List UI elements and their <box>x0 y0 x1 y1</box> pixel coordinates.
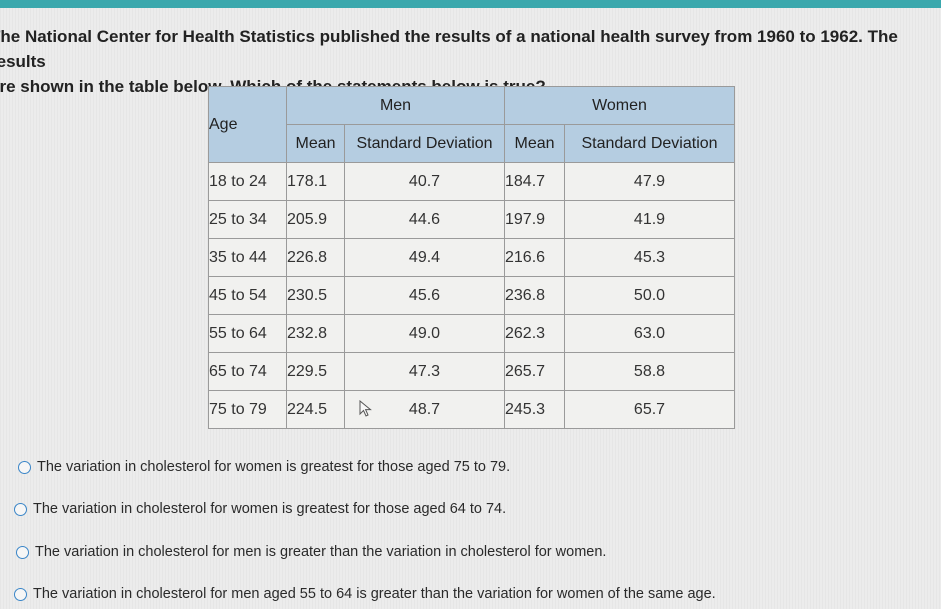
women-mean-cell: 184.7 <box>504 162 565 201</box>
answer-option-3[interactable]: The variation in cholesterol for men is … <box>16 544 606 560</box>
men-mean-cell: 232.8 <box>286 314 345 353</box>
women-mean-cell: 216.6 <box>504 238 565 277</box>
men-sd-cell: 47.3 <box>344 352 505 391</box>
women-sd-header: Standard Deviation <box>564 124 735 163</box>
radio-button[interactable] <box>14 502 27 516</box>
age-cell: 45 to 54 <box>208 276 287 315</box>
answer-option-4[interactable]: The variation in cholesterol for men age… <box>14 586 716 602</box>
age-cell: 65 to 74 <box>208 352 287 391</box>
age-cell: 35 to 44 <box>208 238 287 277</box>
men-mean-cell: 230.5 <box>286 276 345 315</box>
women-sd-cell: 47.9 <box>564 162 735 201</box>
table-row: 35 to 44 226.8 49.4 216.6 45.3 <box>208 238 735 277</box>
answer-option-2[interactable]: The variation in cholesterol for women i… <box>14 501 506 517</box>
option-text: The variation in cholesterol for men is … <box>35 544 607 560</box>
age-cell: 18 to 24 <box>208 162 287 201</box>
men-mean-header: Mean <box>286 124 345 163</box>
option-text: The variation in cholesterol for men age… <box>33 586 716 602</box>
men-sd-cell: 44.6 <box>344 200 505 239</box>
table-row: 25 to 34 205.9 44.6 197.9 41.9 <box>208 200 735 239</box>
table-row: 18 to 24 178.1 40.7 184.7 47.9 <box>208 162 735 201</box>
women-sd-cell: 65.7 <box>564 390 735 429</box>
men-mean-cell: 178.1 <box>286 162 345 201</box>
radio-button[interactable] <box>14 587 27 601</box>
women-sd-cell: 50.0 <box>564 276 735 315</box>
table-row: 65 to 74 229.5 47.3 265.7 58.8 <box>208 352 735 391</box>
table-row: 75 to 79 224.5 48.7 245.3 65.7 <box>208 390 735 429</box>
women-mean-header: Mean <box>504 124 565 163</box>
men-sd-cell: 40.7 <box>344 162 505 201</box>
women-mean-cell: 236.8 <box>504 276 565 315</box>
men-sd-cell: 49.0 <box>344 314 505 353</box>
women-mean-cell: 245.3 <box>504 390 565 429</box>
radio-button[interactable] <box>16 545 29 559</box>
question-line-1: The National Center for Health Statistic… <box>0 27 898 71</box>
option-text: The variation in cholesterol for women i… <box>37 459 511 475</box>
age-cell: 55 to 64 <box>208 314 287 353</box>
women-sd-cell: 58.8 <box>564 352 735 391</box>
men-sd-header: Standard Deviation <box>344 124 505 163</box>
men-header: Men <box>286 86 505 125</box>
age-header: Age <box>208 86 287 163</box>
men-sd-cell: 45.6 <box>344 276 505 315</box>
men-mean-cell: 205.9 <box>286 200 345 239</box>
mouse-pointer-icon <box>359 400 372 417</box>
women-sd-cell: 41.9 <box>564 200 735 239</box>
age-cell: 25 to 34 <box>208 200 287 239</box>
women-mean-cell: 265.7 <box>504 352 565 391</box>
top-accent-bar <box>0 0 941 8</box>
women-sd-cell: 45.3 <box>564 238 735 277</box>
table-row: 55 to 64 232.8 49.0 262.3 63.0 <box>208 314 735 353</box>
men-sd-cell: 49.4 <box>344 238 505 277</box>
radio-button[interactable] <box>18 460 31 474</box>
option-text: The variation in cholesterol for women i… <box>33 501 507 517</box>
cholesterol-table: Age Men Women Mean Standard Deviation Me… <box>208 86 735 429</box>
age-cell: 75 to 79 <box>208 390 287 429</box>
women-mean-cell: 262.3 <box>504 314 565 353</box>
men-mean-cell: 229.5 <box>286 352 345 391</box>
answer-option-1[interactable]: The variation in cholesterol for women i… <box>18 459 510 475</box>
men-mean-cell: 226.8 <box>286 238 345 277</box>
women-header: Women <box>504 86 735 125</box>
men-mean-cell: 224.5 <box>286 390 345 429</box>
women-mean-cell: 197.9 <box>504 200 565 239</box>
table-row: 45 to 54 230.5 45.6 236.8 50.0 <box>208 276 735 315</box>
women-sd-cell: 63.0 <box>564 314 735 353</box>
